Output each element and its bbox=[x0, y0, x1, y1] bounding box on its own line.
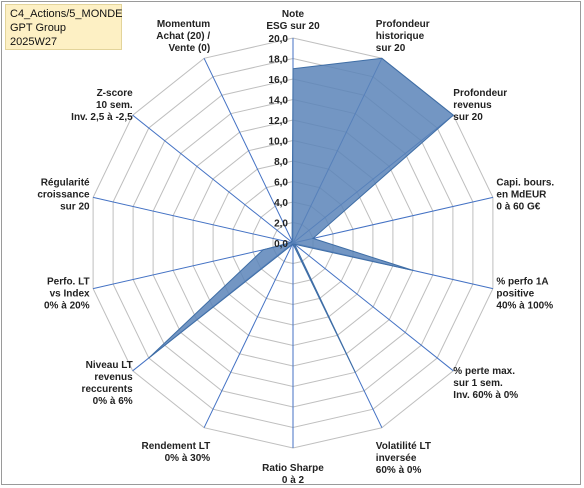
tick-label: 4,0 bbox=[274, 198, 288, 209]
axis-spoke bbox=[203, 58, 294, 244]
axis-spoke bbox=[292, 242, 454, 372]
series-layer bbox=[148, 57, 455, 373]
info-line-category: C4_Actions/5_MONDE bbox=[10, 8, 123, 20]
info-line-week: 2025W27 bbox=[10, 36, 58, 48]
axis-spoke bbox=[203, 242, 294, 428]
axis-label: % perte max. sur 1 sem. Inv. 60% à 0% bbox=[453, 366, 518, 401]
tick-label: 20,0 bbox=[269, 34, 289, 45]
tick-label: 0,0 bbox=[274, 239, 288, 250]
axis-label: Ratio Sharpe 0 à 2 bbox=[262, 463, 324, 486]
tick-label: 18,0 bbox=[269, 55, 289, 66]
axis-label: % perfo 1A positive 40% à 100% bbox=[496, 277, 553, 312]
axis-spoke bbox=[292, 196, 494, 244]
axis-label: Rendement LT 0% à 30% bbox=[141, 441, 210, 464]
series-area bbox=[148, 57, 455, 373]
tick-label: 10,0 bbox=[269, 137, 289, 148]
axis-label: Perfo. LT vs Index 0% à 20% bbox=[44, 277, 90, 312]
tick-layer: 0,0 2,0 4,0 6,0 8,0 10,0 12,0 14,0 16,0 18,0 20,0 bbox=[269, 34, 289, 250]
tick-label: 16,0 bbox=[269, 75, 289, 86]
info-line-company: GPT Group bbox=[10, 22, 67, 34]
axis-label: Niveau LT revenus reccurents 0% à 6% bbox=[82, 360, 134, 407]
axis-label: Régularité croissance sur 20 bbox=[37, 177, 90, 212]
tick-label: 12,0 bbox=[269, 116, 289, 127]
axis-spoke bbox=[132, 114, 294, 244]
label-layer: Note ESG sur 20 Profondeur historique sur 20… bbox=[37, 9, 554, 486]
axis-label: Profondeur revenus sur 20 bbox=[453, 88, 507, 123]
tick-label: 6,0 bbox=[274, 178, 288, 189]
axis-label: Momentum Achat (20) / Vente (0) bbox=[156, 19, 210, 54]
axis-label: Z-score 10 sem. Inv. 2,5 à -2,5 bbox=[71, 88, 133, 123]
axis-label: Capi. bours. en MdEUR 0 à 60 G€ bbox=[496, 177, 554, 212]
axis-label: Volatilité LT inversée 60% à 0% bbox=[376, 441, 431, 476]
axis-spoke bbox=[92, 242, 294, 290]
axis-spoke bbox=[92, 196, 294, 244]
tick-label: 2,0 bbox=[274, 219, 288, 230]
tick-label: 8,0 bbox=[274, 157, 288, 168]
axis-label: Note ESG sur 20 bbox=[266, 9, 320, 32]
info-box: C4_Actions/5_MONDE GPT Group 2025W27 bbox=[5, 4, 123, 50]
axis-label: Profondeur historique sur 20 bbox=[376, 19, 430, 54]
tick-label: 14,0 bbox=[269, 96, 289, 107]
